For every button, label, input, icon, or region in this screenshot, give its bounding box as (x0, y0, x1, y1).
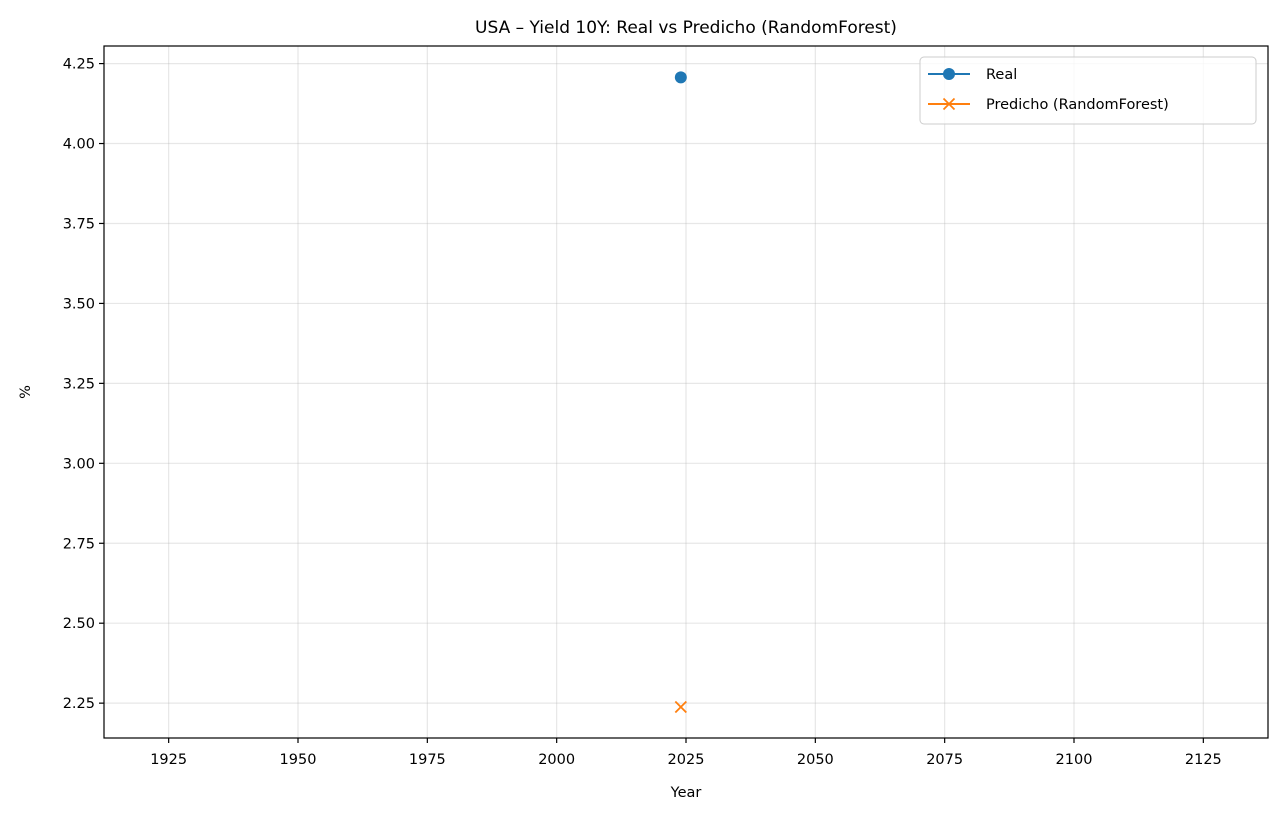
legend-marker (943, 68, 955, 80)
x-tick-label: 1950 (280, 752, 317, 768)
y-tick-label: 2.75 (63, 536, 95, 552)
y-tick-label: 4.25 (63, 57, 95, 73)
x-tick-label: 2100 (1056, 752, 1093, 768)
x-axis: 1925 1950 1975 2000 2025 2050 2075 2100 2125 (150, 738, 1222, 768)
marker-x-stroke (674, 700, 687, 714)
y-tick-label: 2.25 (63, 696, 95, 712)
x-tick-label: 2075 (926, 752, 963, 768)
y-tick-label: 3.25 (63, 376, 95, 392)
legend-box (919, 56, 1257, 125)
y-tick-label: 3.00 (63, 456, 95, 472)
x-tick-label: 1975 (409, 752, 446, 768)
y-tick-label: 3.50 (63, 296, 95, 312)
x-axis-label: Year (670, 785, 702, 801)
x-tick-label: 1925 (150, 752, 187, 768)
series-1 (674, 700, 687, 714)
y-tick-label: 3.75 (63, 216, 95, 232)
legend-entry: Predicho (RandomForest) (928, 97, 1169, 113)
legend-label: Predicho (RandomForest) (986, 97, 1169, 113)
grid (104, 46, 1268, 738)
marker-x-stroke (942, 97, 956, 111)
legend: Real Predicho (RandomForest) (919, 56, 1257, 125)
x-tick-label: 2125 (1185, 752, 1222, 768)
x-tick-label: 2050 (797, 752, 834, 768)
legend-entry: Real (928, 67, 1017, 83)
x-tick-label: 2000 (538, 752, 575, 768)
series-0 (674, 71, 687, 84)
y-tick-label: 2.50 (63, 616, 95, 632)
series-layer (674, 71, 687, 714)
y-axis: 2.25 2.50 2.75 3.00 3.25 3.50 3.75 4.00 4.25 (63, 57, 104, 712)
data-point (674, 700, 687, 714)
chart-title: USA – Yield 10Y: Real vs Predicho (Rando… (475, 18, 897, 38)
y-axis-label: % (18, 385, 34, 399)
x-tick-label: 2025 (668, 752, 705, 768)
y-tick-label: 4.00 (63, 137, 95, 153)
legend-marker (942, 97, 956, 111)
legend-label: Real (986, 67, 1017, 83)
data-point (674, 71, 687, 84)
